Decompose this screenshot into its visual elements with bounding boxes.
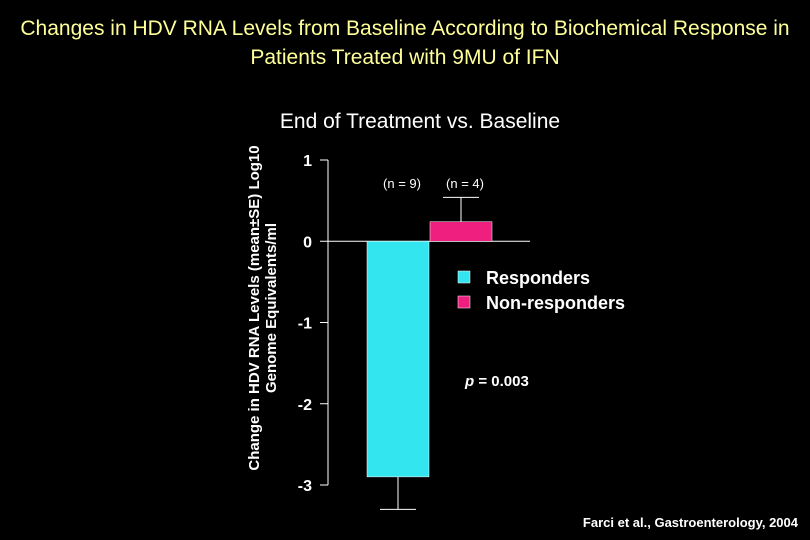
y-tick-label: 0	[303, 234, 312, 251]
p-value-annotation: p = 0.003	[464, 373, 529, 390]
legend-swatch	[457, 295, 471, 309]
y-tick-label: -2	[298, 397, 312, 414]
bar-responders	[366, 241, 430, 478]
n-label: (n = 4)	[446, 176, 484, 191]
legend-label: Responders	[486, 268, 590, 288]
y-tick-label: 1	[303, 153, 312, 170]
chart-title: Changes in HDV RNA Levels from Baseline …	[20, 17, 790, 69]
y-tick-label: -1	[298, 316, 312, 333]
bar-non-responders	[429, 221, 493, 242]
n-label: (n = 9)	[383, 176, 421, 191]
citation: Farci et al., Gastroenterology, 2004	[582, 515, 798, 530]
chart-subtitle: End of Treatment vs. Baseline	[279, 110, 561, 133]
legend-swatch	[457, 270, 471, 284]
legend-label: Non-responders	[486, 293, 625, 313]
y-tick-label: -3	[298, 478, 312, 495]
